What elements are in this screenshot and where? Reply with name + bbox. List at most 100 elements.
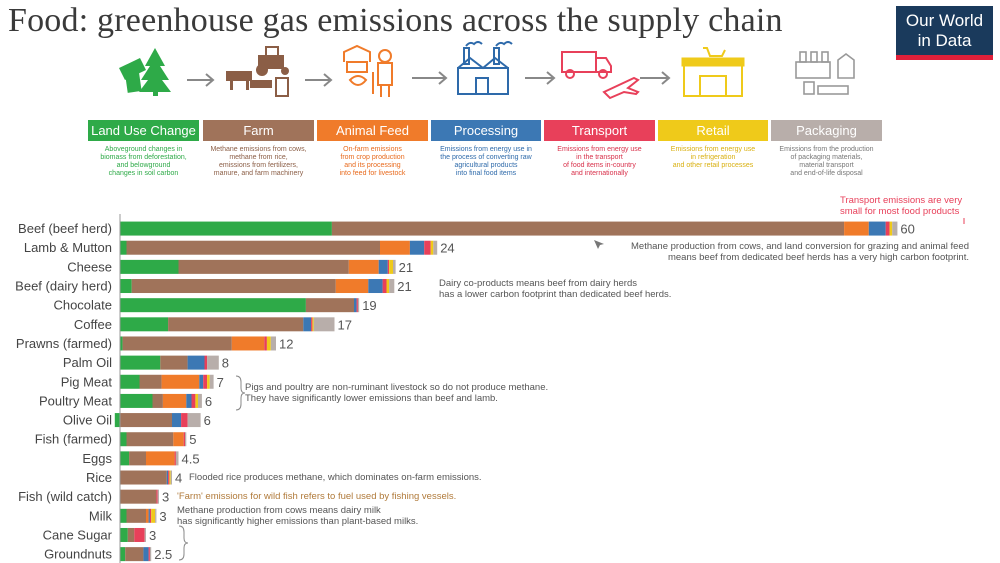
total-label: 24 xyxy=(440,241,454,256)
annotation-line: They have significantly lower emissions … xyxy=(245,393,498,404)
stage-legend: Land Use Change Aboveground changes in bio… xyxy=(0,0,1000,200)
bar-segment xyxy=(356,298,358,313)
bar-segment xyxy=(382,279,387,294)
annotation-dairy-coproducts: Dairy co-products means beef from dairy … xyxy=(439,278,671,300)
bar-segment xyxy=(126,432,174,447)
annotation-line: Dairy co-products means beef from dairy … xyxy=(439,278,637,289)
bar-segment xyxy=(114,413,120,428)
bar-segment xyxy=(120,279,132,294)
bar-segment xyxy=(120,259,179,274)
stage-description-line: emissions from fertilizers, xyxy=(219,162,298,169)
stage-description-line: into feed for livestock xyxy=(339,170,406,177)
bar-segment xyxy=(156,489,158,504)
stage-label-farm: Farm xyxy=(203,120,314,141)
bar-segment xyxy=(120,317,169,332)
annotation-pigs-poultry: Pigs and poultry are non-ruminant livest… xyxy=(245,382,548,404)
stage-description-line: and other retail processes xyxy=(672,162,754,169)
category-label: Rice xyxy=(86,470,112,485)
bar-segment xyxy=(146,508,149,523)
total-label: 17 xyxy=(338,317,352,332)
bar-segment xyxy=(368,279,383,294)
bar-segment xyxy=(187,413,201,428)
stage-description-line: biomass from deforestation, xyxy=(100,154,187,161)
beef-pointer-icon xyxy=(594,240,604,249)
stage-description: Emissions from energy use in refrigeratio… xyxy=(654,146,772,170)
stage-description: Aboveground changes in biomass from defor… xyxy=(84,146,203,178)
annotation-line: Methane production from cows, and land c… xyxy=(631,241,969,252)
bar-segment xyxy=(157,489,159,504)
bar-segment xyxy=(312,317,314,332)
bar-segment xyxy=(126,240,380,255)
bar-segment xyxy=(134,527,145,542)
category-label: Cane Sugar xyxy=(43,527,113,542)
category-label: Poultry Meat xyxy=(39,393,112,408)
total-label: 21 xyxy=(397,279,411,294)
bar-segment xyxy=(120,374,140,389)
bar-segment xyxy=(129,451,146,466)
bar-segment xyxy=(424,240,431,255)
bar-segment xyxy=(231,336,265,351)
stage-description: On-farm emissions from crop production and… xyxy=(313,146,432,178)
bar-segment xyxy=(389,279,395,294)
tractor-livestock-icon xyxy=(226,46,289,97)
stage-label-packaging: Packaging xyxy=(771,120,882,141)
stage-description-line: material transport xyxy=(799,162,854,169)
bar-segment xyxy=(155,508,157,523)
bar-segment xyxy=(120,432,127,447)
bar-segment xyxy=(148,508,150,523)
total-label: 6 xyxy=(204,413,211,428)
stage-description-line: and end-of-life disposal xyxy=(790,170,863,177)
bar-segment xyxy=(120,298,306,313)
bar-segment xyxy=(149,508,152,523)
owid-logo[interactable]: Our World in Data xyxy=(896,6,993,60)
bar-segment xyxy=(348,259,379,274)
bar-segment xyxy=(409,240,425,255)
bar-segment xyxy=(149,547,152,562)
bar-segment xyxy=(169,470,171,485)
bar-segment xyxy=(181,413,188,428)
bar-segment xyxy=(139,374,162,389)
stage-label-retail: Retail xyxy=(658,120,768,141)
annotation-rice-methane: Flooded rice produces methane, which dom… xyxy=(189,472,482,483)
stage-description-line: changes in soil carbon xyxy=(108,170,179,177)
bar-segment xyxy=(143,547,149,562)
category-label: Olive Oil xyxy=(63,413,112,428)
bar-segment xyxy=(209,374,214,389)
pig-poultry-bracket xyxy=(235,375,246,411)
bar-segment xyxy=(185,432,187,447)
bar-segment xyxy=(389,259,393,274)
annotation-transport-small: Transport emissions are very small for mo… xyxy=(840,195,962,217)
bar-segment xyxy=(120,508,127,523)
bar-segment xyxy=(207,374,210,389)
bar-segment xyxy=(126,508,146,523)
stage-description-line: the process of converting raw xyxy=(440,154,532,161)
total-label: 4.5 xyxy=(182,451,200,466)
tree-stump-icon xyxy=(119,48,171,96)
bar-segment xyxy=(844,221,869,236)
annotation-line: Pigs and poultry are non-ruminant livest… xyxy=(245,382,549,393)
total-label: 3 xyxy=(149,528,156,543)
bar-segment xyxy=(120,527,128,542)
category-label: Beef (beef herd) xyxy=(18,221,112,236)
store-cart-icon xyxy=(681,47,745,97)
logo-line-2: in Data xyxy=(917,31,972,50)
category-label: Milk xyxy=(89,508,113,523)
bar-segment xyxy=(168,470,170,485)
bar-segment xyxy=(120,451,130,466)
bar-segment xyxy=(266,336,271,351)
bar-segment xyxy=(198,393,202,408)
arrow-icons xyxy=(187,71,671,87)
packaging-icon xyxy=(795,51,855,95)
stage-description-line: into final food items xyxy=(455,170,517,177)
annotation-wild-fish: 'Farm' emissions for wild fish refers to… xyxy=(177,491,456,502)
bar-segment xyxy=(889,221,893,236)
category-label: Lamb & Mutton xyxy=(24,240,112,255)
stage-description-line: in refrigeration xyxy=(690,154,736,161)
total-label: 3 xyxy=(162,490,169,505)
bar-segment xyxy=(127,527,135,542)
total-label: 12 xyxy=(279,336,293,351)
bar-segment xyxy=(174,451,176,466)
bar-segment xyxy=(186,393,192,408)
bar-segment xyxy=(433,240,438,255)
stage-description: Emissions from energy use in the transpor… xyxy=(540,146,659,178)
